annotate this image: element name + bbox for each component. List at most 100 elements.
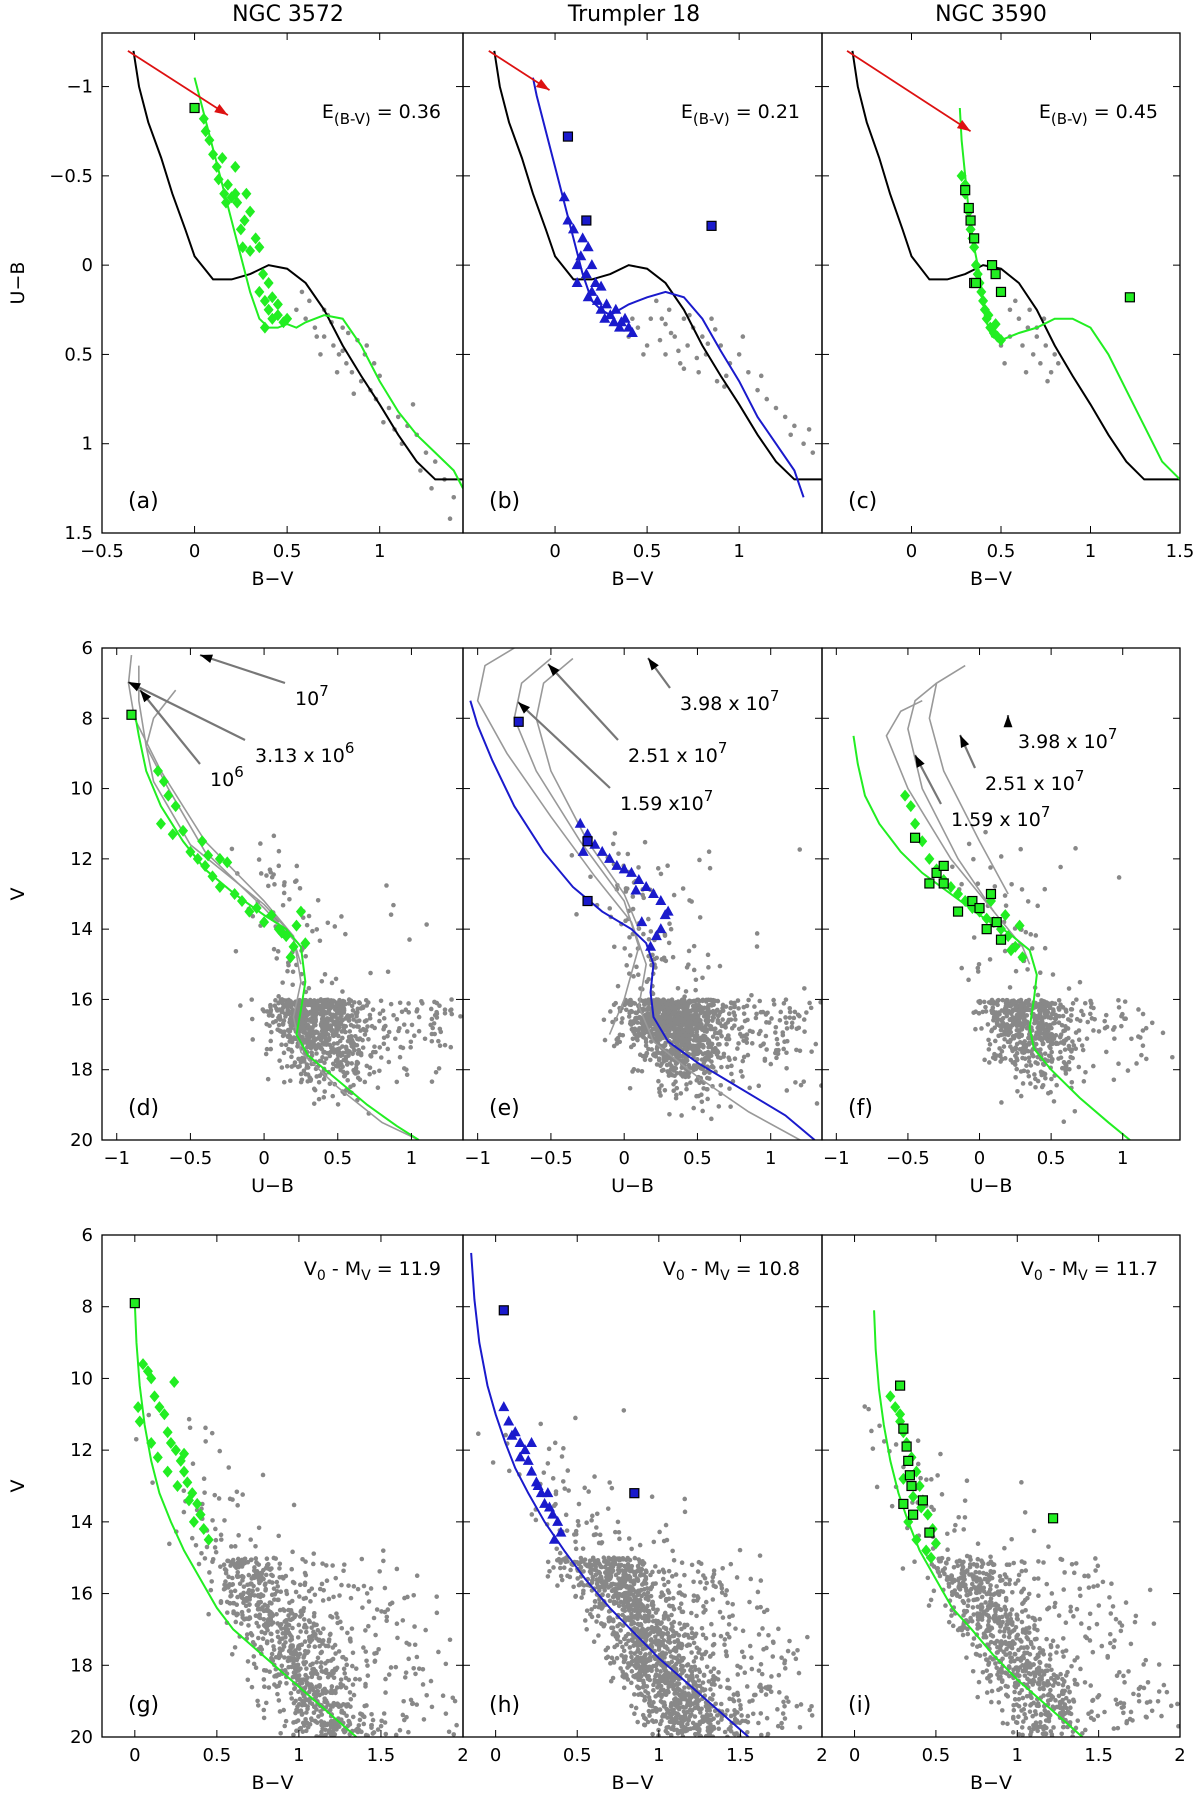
field-star — [533, 1517, 539, 1523]
field-star — [1043, 343, 1049, 348]
boxed-member-star — [938, 878, 949, 889]
field-star — [1010, 1009, 1015, 1014]
field-star — [320, 1561, 325, 1566]
field-star — [261, 1668, 267, 1673]
field-star — [289, 1634, 294, 1640]
member-star — [155, 817, 166, 830]
member-star — [981, 912, 992, 925]
field-star — [263, 1700, 269, 1706]
field-star — [1056, 1020, 1062, 1026]
field-star — [334, 369, 340, 375]
field-star — [689, 899, 694, 904]
field-star — [1002, 1056, 1008, 1061]
field-star — [818, 999, 822, 1005]
member-star — [972, 268, 983, 281]
isochrone-arrowhead — [648, 658, 659, 671]
field-star — [335, 1041, 340, 1046]
field-star — [353, 1666, 359, 1671]
field-star — [208, 1587, 214, 1593]
field-star — [284, 1064, 290, 1069]
field-star — [408, 1697, 414, 1703]
field-star — [334, 1611, 339, 1616]
field-star — [728, 1104, 733, 1109]
field-star — [323, 1563, 329, 1568]
field-star — [248, 1557, 254, 1563]
field-star — [301, 1624, 307, 1630]
field-star — [1016, 1008, 1021, 1014]
field-star — [306, 1618, 312, 1623]
field-star — [708, 1041, 713, 1046]
field-star — [133, 1436, 139, 1442]
field-star — [686, 1015, 691, 1020]
field-star — [991, 1016, 997, 1021]
field-star — [663, 958, 669, 964]
field-star — [672, 334, 678, 339]
y-tick-label: −0.5 — [49, 166, 93, 187]
field-star — [371, 361, 377, 366]
field-star — [627, 1085, 633, 1091]
field-star — [366, 1599, 372, 1604]
field-star — [223, 1570, 229, 1576]
field-star — [1063, 1068, 1068, 1074]
field-star — [1069, 1049, 1074, 1054]
field-star — [667, 1111, 672, 1117]
field-star — [819, 1083, 822, 1088]
member-star — [562, 214, 574, 225]
field-star — [369, 1711, 374, 1717]
field-star — [412, 1642, 418, 1648]
field-star — [283, 1042, 289, 1048]
field-star — [784, 1088, 790, 1093]
member-star — [162, 1465, 173, 1478]
x-tick-label: −0.5 — [169, 1148, 213, 1169]
field-star — [366, 1623, 371, 1629]
field-star — [365, 1663, 370, 1668]
field-star — [393, 1732, 399, 1737]
field-star — [711, 1666, 717, 1671]
field-star — [578, 1555, 584, 1561]
field-star — [1050, 1001, 1056, 1006]
field-star — [315, 1627, 321, 1633]
field-star — [315, 1655, 321, 1661]
field-star — [741, 1654, 747, 1660]
field-star — [325, 1032, 331, 1037]
field-star — [309, 1716, 314, 1721]
x-tick-label: 0 — [906, 541, 917, 562]
field-star — [677, 361, 683, 366]
field-star — [246, 1587, 252, 1593]
field-star — [271, 1597, 277, 1602]
field-star — [360, 1045, 366, 1050]
panel-annotation: E(B-V) = 0.36 — [322, 101, 441, 128]
member-star — [165, 1436, 176, 1449]
field-star — [1025, 899, 1031, 904]
field-star — [985, 1022, 991, 1027]
field-star — [618, 1599, 624, 1605]
field-star — [283, 1668, 288, 1673]
field-star — [381, 1041, 387, 1047]
field-star — [212, 1545, 218, 1550]
field-star — [668, 330, 674, 336]
boxed-members — [189, 102, 200, 114]
field-star — [429, 486, 434, 491]
field-star — [671, 1088, 677, 1094]
field-star — [256, 1525, 262, 1531]
field-star — [370, 1007, 376, 1012]
field-star — [245, 1559, 251, 1565]
field-star — [959, 965, 964, 971]
field-star — [699, 1092, 704, 1098]
isochrone-curve — [907, 682, 995, 913]
field-star — [312, 1690, 318, 1696]
field-star — [273, 1673, 279, 1678]
field-star — [1018, 1003, 1024, 1008]
field-star — [624, 963, 629, 968]
field-star — [391, 902, 396, 908]
field-star — [299, 289, 305, 295]
field-star — [693, 977, 699, 983]
field-star — [612, 831, 618, 836]
field-star — [657, 337, 663, 343]
panel-label: (e) — [489, 1096, 520, 1121]
member-star — [295, 905, 306, 918]
field-star — [278, 1589, 284, 1595]
field-star — [429, 1704, 435, 1710]
